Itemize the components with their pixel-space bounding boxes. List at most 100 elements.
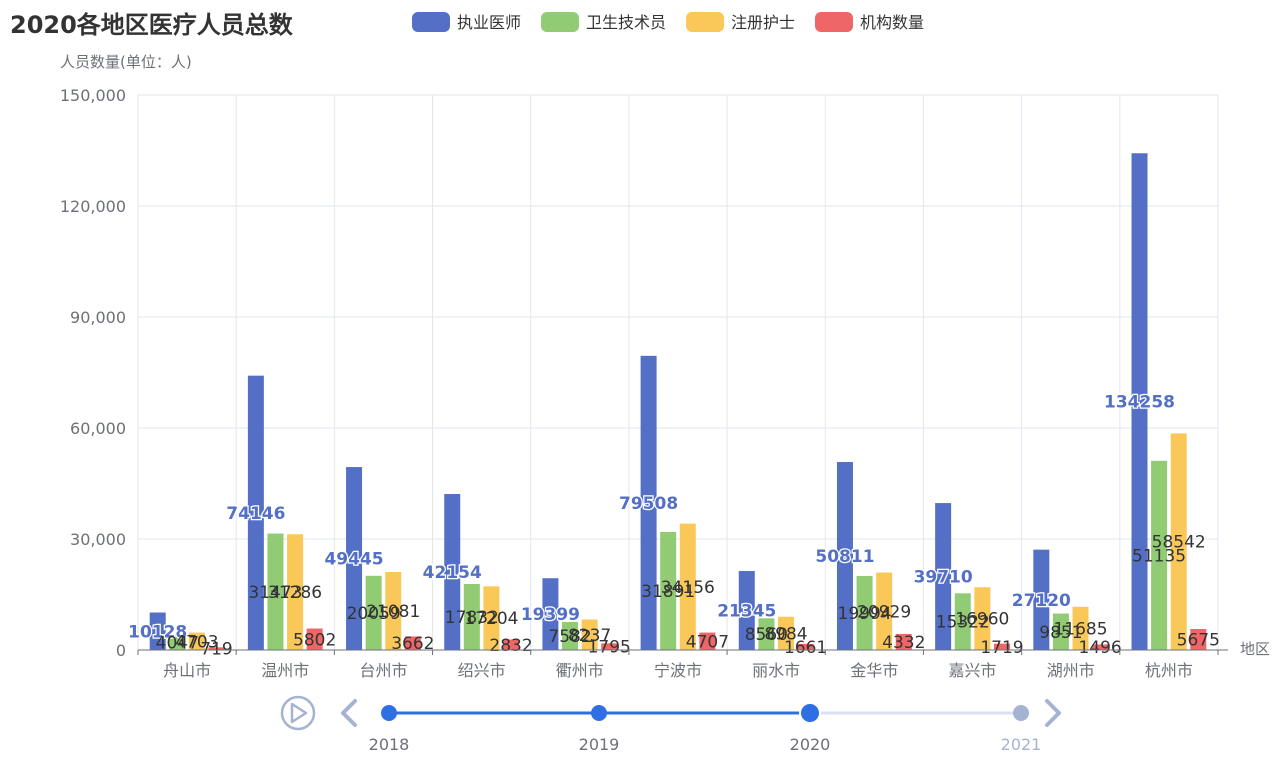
- bar[interactable]: [895, 633, 912, 650]
- data-label: 39710: [914, 568, 973, 588]
- bar[interactable]: [660, 532, 677, 650]
- x-tick-label: 嘉兴市: [949, 661, 997, 680]
- bar[interactable]: [267, 533, 284, 650]
- legend-label: 执业医师: [457, 13, 521, 32]
- bar[interactable]: [149, 612, 166, 650]
- data-label: 20929: [857, 602, 911, 622]
- legend-swatch: [412, 12, 450, 32]
- bar[interactable]: [1151, 460, 1168, 650]
- data-label: 50811: [815, 547, 874, 567]
- data-label: 19994: [838, 604, 892, 624]
- bar[interactable]: [738, 571, 755, 650]
- data-label: 1795: [588, 638, 631, 658]
- timeline-marker[interactable]: [591, 705, 607, 721]
- bar[interactable]: [287, 534, 304, 650]
- play-icon[interactable]: [280, 695, 316, 731]
- y-axis: 0 30,000 60,000 90,000 120,000 150,000: [60, 86, 126, 660]
- x-tick-label: 杭州市: [1145, 661, 1193, 680]
- data-label: 51135: [1132, 546, 1186, 566]
- timeline-marker[interactable]: [381, 705, 397, 721]
- y-axis-label: 人员数量(单位：人): [60, 53, 192, 71]
- bar[interactable]: [993, 643, 1010, 650]
- legend-item[interactable]: 卫生技术员: [541, 12, 666, 32]
- bar[interactable]: [777, 616, 794, 650]
- bar[interactable]: [856, 576, 873, 650]
- data-label: 5802: [293, 630, 336, 650]
- bar[interactable]: [581, 619, 598, 650]
- bar[interactable]: [247, 375, 264, 650]
- data-label: 5675: [1177, 631, 1220, 651]
- bar[interactable]: [601, 643, 618, 650]
- x-tick-label: 衢州市: [556, 661, 604, 680]
- data-label: 34156: [661, 578, 715, 598]
- chevron-right-icon[interactable]: [1045, 699, 1061, 727]
- bar[interactable]: [797, 643, 814, 650]
- bar[interactable]: [188, 632, 205, 650]
- timeline-year-label[interactable]: 2021: [1001, 735, 1042, 754]
- timeline-year-label[interactable]: 2020: [790, 735, 831, 754]
- y-tick-label: 30,000: [70, 530, 126, 549]
- bar[interactable]: [974, 587, 991, 650]
- legend-swatch: [541, 12, 579, 32]
- data-label: 74146: [226, 504, 285, 524]
- data-label: 4047: [156, 634, 199, 654]
- bar[interactable]: [346, 467, 363, 650]
- bar[interactable]: [836, 461, 853, 650]
- y-tick-label: 60,000: [70, 419, 126, 438]
- legend-item[interactable]: 机构数量: [815, 12, 924, 32]
- bar[interactable]: [758, 618, 775, 650]
- data-label: 7582: [548, 627, 591, 647]
- timeline-marker[interactable]: [1013, 705, 1029, 721]
- bar[interactable]: [699, 632, 716, 650]
- legend-swatch: [815, 12, 853, 32]
- bar[interactable]: [169, 635, 186, 650]
- data-label: 9851: [1039, 623, 1082, 643]
- bar[interactable]: [1052, 613, 1069, 650]
- data-label: 21081: [366, 602, 420, 622]
- chart-title: 2020各地区医疗人员总数: [10, 11, 294, 39]
- bar[interactable]: [876, 572, 893, 650]
- bar[interactable]: [562, 621, 579, 650]
- data-label: 2832: [489, 636, 532, 656]
- timeline-current-marker[interactable]: [799, 702, 821, 724]
- bar[interactable]: [1072, 606, 1089, 650]
- data-label: 21345: [717, 602, 776, 622]
- bar[interactable]: [1190, 629, 1207, 650]
- bar[interactable]: [935, 503, 952, 650]
- data-label: 8560: [745, 625, 788, 645]
- bar[interactable]: [404, 636, 421, 650]
- chevron-left-icon[interactable]: [341, 699, 357, 727]
- bar[interactable]: [463, 584, 480, 650]
- legend-item[interactable]: 注册护士: [686, 12, 795, 32]
- bar[interactable]: [385, 572, 402, 650]
- bar[interactable]: [954, 593, 971, 650]
- bar[interactable]: [1092, 644, 1109, 650]
- data-label: 4703: [175, 632, 218, 652]
- bar[interactable]: [640, 355, 657, 650]
- bar[interactable]: [483, 586, 500, 650]
- x-axis: 舟山市 温州市 台州市 绍兴市 衢州市 宁波市 丽水市 金华市 嘉兴市 湖州市 杭州市: [137, 649, 1228, 680]
- bar[interactable]: [306, 628, 323, 650]
- bar[interactable]: [1131, 153, 1148, 650]
- bar[interactable]: [679, 523, 696, 650]
- data-label: 49445: [324, 550, 383, 570]
- data-label: 3662: [391, 634, 434, 654]
- bar[interactable]: [1033, 549, 1050, 650]
- y-tick-label: 120,000: [60, 197, 126, 216]
- legend-item[interactable]: 执业医师: [412, 12, 521, 32]
- y-tick-label: 90,000: [70, 308, 126, 327]
- data-label: 4707: [686, 632, 729, 652]
- bar[interactable]: [542, 578, 559, 650]
- bar[interactable]: [444, 494, 461, 650]
- x-tick-label: 舟山市: [163, 661, 211, 680]
- bar[interactable]: [208, 647, 225, 650]
- timeline-year-label[interactable]: 2019: [579, 735, 620, 754]
- data-label: 134258: [1104, 393, 1175, 413]
- bar[interactable]: [365, 575, 382, 650]
- data-label: 31891: [641, 582, 695, 602]
- data-label: 31473: [248, 583, 302, 603]
- bar[interactable]: [503, 639, 520, 650]
- timeline-year-label[interactable]: 2018: [369, 735, 410, 754]
- legend-swatch: [686, 12, 724, 32]
- bar[interactable]: [1170, 433, 1187, 650]
